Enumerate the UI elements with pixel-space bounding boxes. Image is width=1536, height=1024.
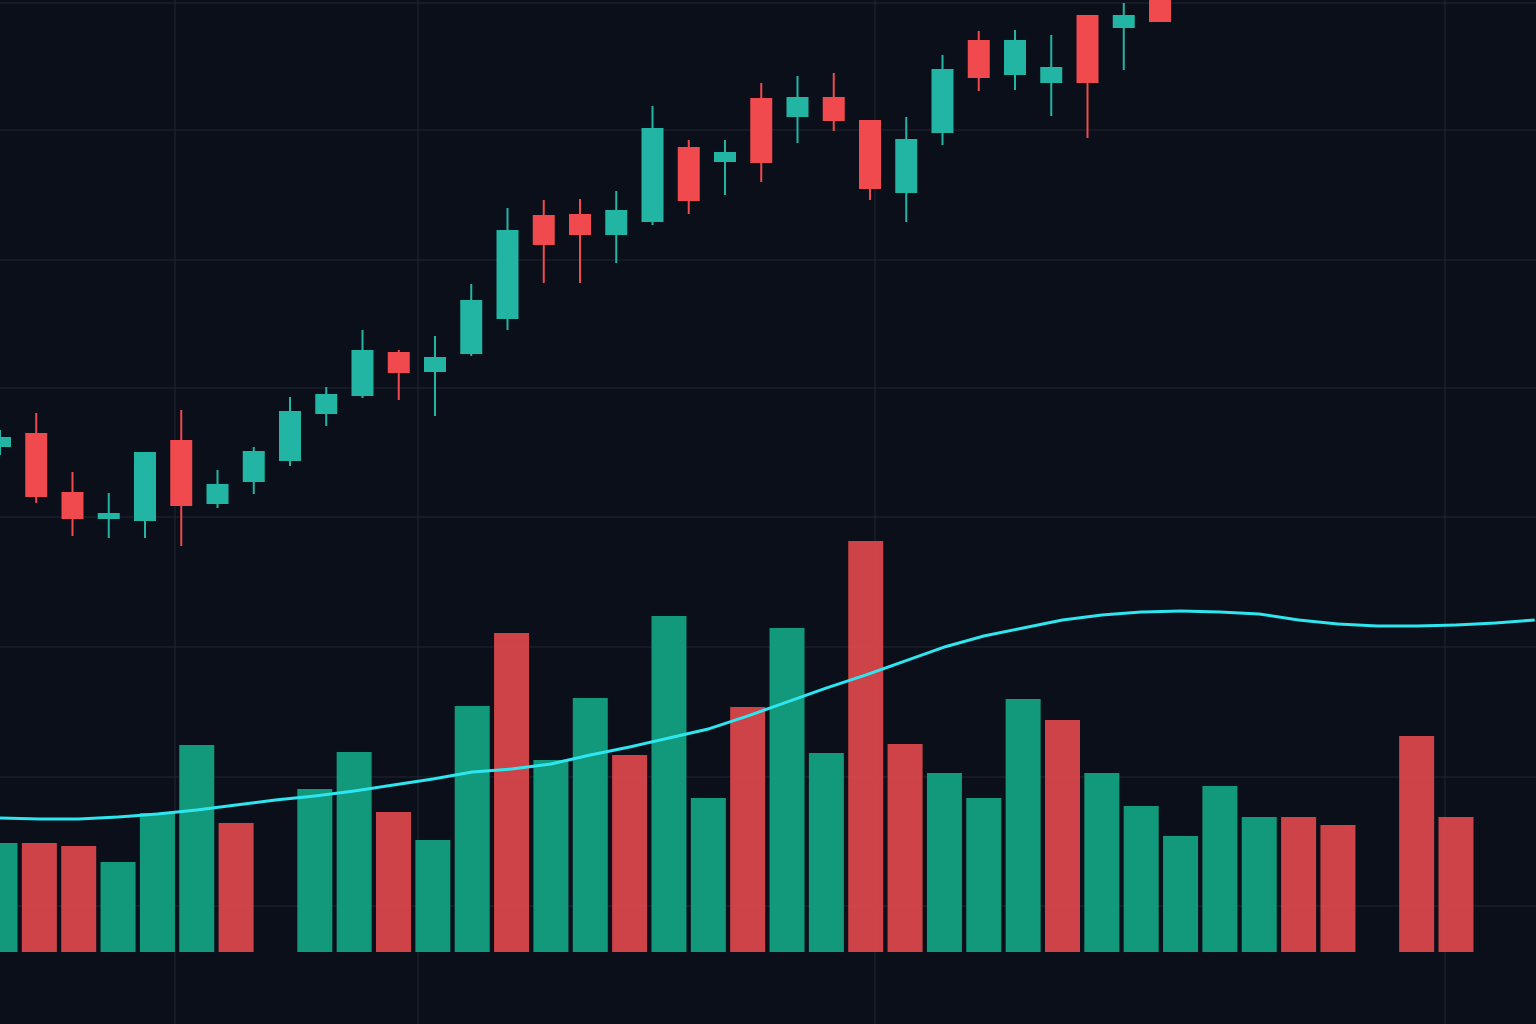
candle-body — [0, 437, 11, 447]
volume-bar — [808, 753, 844, 952]
volume-bar — [730, 707, 766, 952]
volume-bar — [1399, 736, 1435, 952]
volume-bar — [651, 616, 687, 952]
candle-body — [279, 411, 301, 461]
candle-body — [1112, 15, 1135, 28]
candle-body — [351, 350, 374, 396]
candle-body — [496, 230, 519, 319]
volume-bar — [1084, 773, 1120, 952]
volume-bar — [926, 773, 962, 952]
volume-bar — [1044, 720, 1080, 952]
volume-bar — [139, 813, 175, 952]
candle-body — [786, 97, 809, 117]
candle-body — [859, 120, 881, 189]
volume-bar — [415, 840, 451, 952]
candle-body — [387, 352, 410, 373]
candle-body — [605, 210, 628, 235]
volume-bar — [887, 744, 923, 952]
volume-bar — [494, 633, 530, 952]
candle-body — [641, 128, 664, 222]
volume-bar — [1281, 817, 1317, 952]
candle-body — [714, 152, 736, 162]
candle-body — [1004, 40, 1026, 75]
volume-bar — [100, 862, 136, 952]
volume-bar — [533, 760, 569, 952]
volume-bar — [1320, 825, 1356, 952]
candle-body — [967, 40, 990, 78]
candle-body — [750, 98, 773, 163]
candle-body — [25, 433, 48, 497]
volume-bar — [336, 752, 372, 952]
volume-bar — [1202, 786, 1238, 952]
volume-bar — [0, 843, 18, 952]
candle-body — [460, 300, 483, 354]
candle-body — [532, 215, 555, 245]
volume-bar — [848, 541, 884, 952]
volume-bar — [1005, 699, 1041, 952]
candle-body — [569, 214, 591, 235]
candle-body — [1076, 15, 1099, 83]
candle-body — [822, 97, 845, 121]
volume-bar — [61, 846, 97, 952]
candle-body — [424, 357, 446, 372]
candle-body — [206, 484, 229, 504]
candle-body — [97, 513, 120, 519]
volume-bar — [1241, 817, 1277, 952]
volume-bar — [1438, 817, 1474, 952]
candle-body — [1040, 67, 1063, 83]
volume-bar — [690, 798, 726, 952]
candle-body — [61, 492, 84, 519]
volume-bar — [572, 698, 608, 952]
candle-body — [677, 147, 700, 201]
volume-bar — [1123, 806, 1159, 952]
volume-bar — [612, 755, 648, 952]
volume-bar — [454, 706, 490, 952]
moving-average-line — [0, 609, 1535, 821]
volume-bar — [21, 843, 57, 952]
volume-bar — [218, 823, 254, 952]
candle-body — [134, 452, 156, 521]
volume-bar — [966, 798, 1002, 952]
candle-body — [242, 451, 265, 482]
volume-bar — [769, 628, 805, 952]
volume-bar — [1163, 836, 1199, 952]
volume-bar — [297, 789, 333, 952]
candle-body — [895, 139, 918, 193]
candle-body — [1149, 0, 1171, 22]
candle-body — [315, 394, 338, 414]
candle-body — [170, 440, 193, 506]
candle-body — [931, 69, 954, 133]
volume-bar — [376, 812, 412, 952]
volume-bar — [179, 745, 215, 952]
